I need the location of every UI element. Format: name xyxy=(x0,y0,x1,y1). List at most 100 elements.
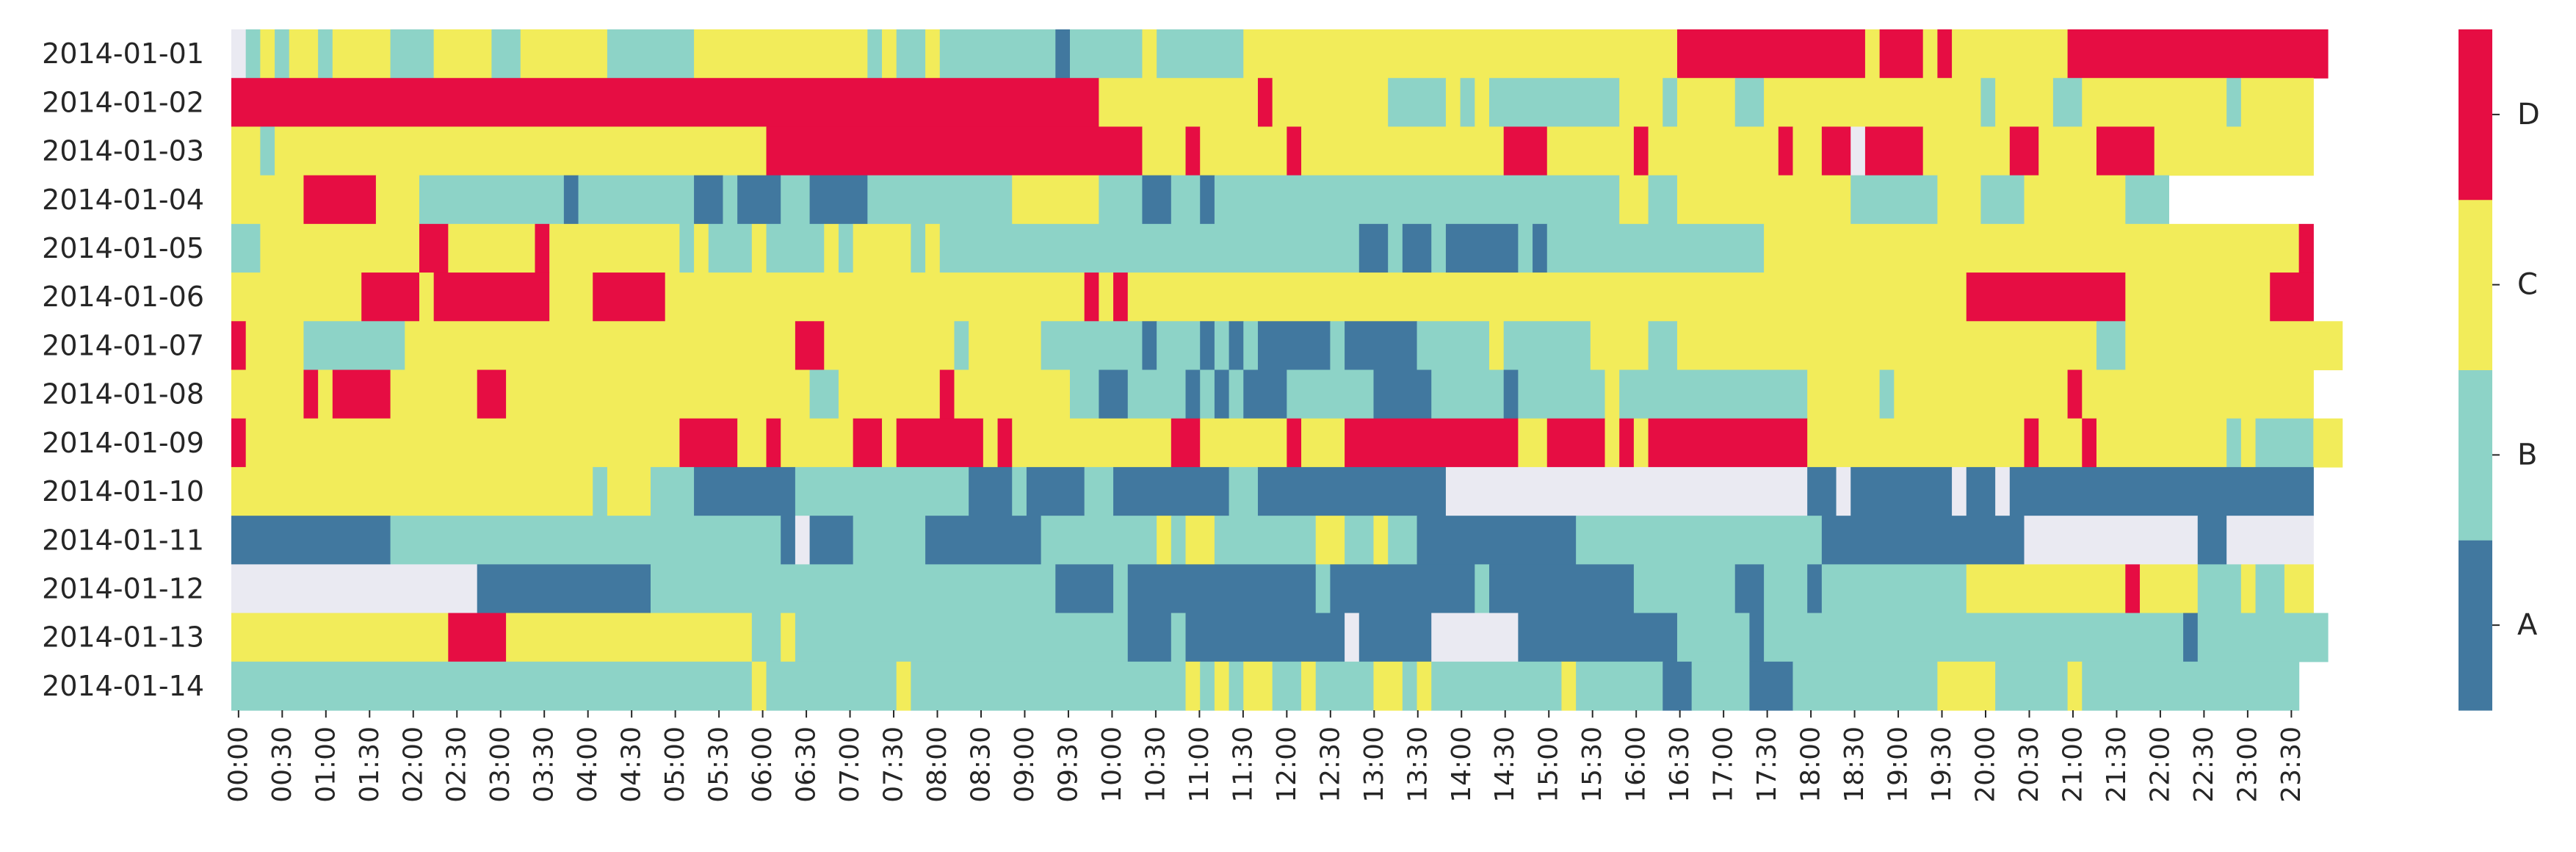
heatmap-cell xyxy=(679,223,695,273)
heatmap-cell xyxy=(1648,418,1808,468)
heatmap-cell xyxy=(2140,564,2199,614)
heatmap-cell xyxy=(1099,78,1259,128)
heatmap-cell xyxy=(303,321,405,371)
heatmap-cell xyxy=(1518,613,1678,663)
heatmap-cell xyxy=(2024,516,2199,565)
heatmap-cell xyxy=(1980,78,1996,128)
x-tick-label: 05:00 xyxy=(660,726,690,803)
y-tick-label: 2014-01-04 xyxy=(42,184,204,216)
heatmap-cell xyxy=(245,321,305,371)
x-tick-label: 03:30 xyxy=(529,726,560,803)
heatmap-cell xyxy=(1503,126,1548,176)
heatmap-cell xyxy=(1807,418,2025,468)
heatmap-cell xyxy=(303,369,319,419)
x-tick-label: 04:30 xyxy=(617,726,647,803)
heatmap-cell xyxy=(1388,78,1447,128)
heatmap-cell xyxy=(1995,466,2011,516)
heatmap-cell xyxy=(882,418,897,468)
heatmap-cell xyxy=(1417,321,1490,371)
x-tick-label: 01:30 xyxy=(355,726,385,803)
heatmap-cell xyxy=(1113,564,1129,614)
heatmap-cell xyxy=(954,321,969,371)
heatmap-cell xyxy=(1619,418,1635,468)
heatmap-cell xyxy=(1807,466,1837,516)
heatmap-cell xyxy=(2125,321,2343,371)
heatmap-cell xyxy=(433,29,493,79)
heatmap-cell xyxy=(1546,126,1635,176)
heatmap-cell xyxy=(1445,223,1519,273)
heatmap-cell xyxy=(1243,321,1259,371)
x-tick-label: 17:30 xyxy=(1752,726,1782,803)
heatmap-cell xyxy=(1026,466,1085,516)
heatmap-cell xyxy=(737,175,781,225)
heatmap-cell xyxy=(1200,126,1287,176)
heatmap-cell xyxy=(1315,564,1331,614)
heatmap-cell xyxy=(954,369,1071,419)
heatmap-cell xyxy=(1431,369,1505,419)
heatmap-cell xyxy=(2125,564,2141,614)
heatmap-cell xyxy=(1084,466,1114,516)
heatmap-cell xyxy=(838,369,941,419)
heatmap-cell xyxy=(838,223,854,273)
x-tick-label: 13:00 xyxy=(1359,726,1389,803)
heatmap-cell xyxy=(2226,516,2314,565)
heatmap-cell xyxy=(1127,564,1317,614)
heatmap-cell xyxy=(809,369,839,419)
y-tick-label: 2014-01-05 xyxy=(42,232,204,264)
x-tick-label: 11:30 xyxy=(1228,726,1258,803)
heatmap-cell xyxy=(1287,369,1375,419)
heatmap-cell xyxy=(1142,126,1187,176)
heatmap-cell xyxy=(1171,613,1187,663)
x-tick-label: 22:30 xyxy=(2189,726,2219,803)
heatmap-cell xyxy=(1445,78,1461,128)
heatmap-cell xyxy=(896,29,926,79)
colorbar-label-c: C xyxy=(2517,268,2538,302)
heatmap-cell xyxy=(1171,418,1201,468)
heatmap-cell xyxy=(1850,126,1866,176)
heatmap-cell xyxy=(1417,516,1577,565)
x-tick-label: 09:30 xyxy=(1053,726,1083,803)
x-axis-labels: 00:00 00:30 01:00 01:30 02:00 02:30 03:00 03:30… xyxy=(223,726,2307,803)
x-tick-label: 18:00 xyxy=(1796,726,1826,803)
heatmap-cell xyxy=(1619,175,1649,225)
heatmap-cell xyxy=(781,516,796,565)
heatmap-cell xyxy=(766,418,781,468)
heatmap-cell xyxy=(2082,78,2227,128)
heatmap-cell xyxy=(1764,223,2300,273)
heatmap-cell xyxy=(651,564,1056,614)
heatmap-cell xyxy=(1127,272,1967,322)
heatmap-cell xyxy=(1084,272,1099,322)
heatmap-cell xyxy=(1315,661,1375,711)
heatmap-cell xyxy=(1633,564,1736,614)
heatmap-cell xyxy=(766,661,897,711)
heatmap-cell xyxy=(723,175,738,225)
heatmap-cell xyxy=(332,29,391,79)
heatmap-cell xyxy=(751,223,767,273)
heatmap-cell xyxy=(679,418,738,468)
heatmap-cell xyxy=(1113,466,1230,516)
heatmap-cell xyxy=(1503,369,1519,419)
x-tick-label: 01:00 xyxy=(311,726,341,803)
x-tick-label: 12:30 xyxy=(1315,726,1345,803)
heatmap-cell xyxy=(390,516,781,565)
heatmap-cell xyxy=(1864,29,1881,79)
heatmap-cell xyxy=(1764,564,1808,614)
heatmap-cell xyxy=(1691,661,1751,711)
heatmap-cell xyxy=(1229,661,1244,711)
x-tick-label: 18:30 xyxy=(1839,726,1870,803)
heatmap-cell xyxy=(549,272,593,322)
heatmap-cell xyxy=(275,29,290,79)
heatmap-cell xyxy=(2096,418,2227,468)
heatmap-cell xyxy=(1272,661,1302,711)
colorbar-segment-a xyxy=(2459,540,2492,711)
x-tick-label: 19:30 xyxy=(1927,726,1957,803)
heatmap-cell xyxy=(2240,78,2314,128)
heatmap-cell xyxy=(231,126,261,176)
heatmap-cell xyxy=(1590,321,1649,371)
heatmap-cell xyxy=(231,516,391,565)
heatmap-cell xyxy=(1648,321,1678,371)
heatmap-cell xyxy=(694,29,868,79)
heatmap-cell xyxy=(1676,175,1851,225)
colorbar-label-a: A xyxy=(2517,608,2538,642)
y-tick-label: 2014-01-06 xyxy=(42,281,204,313)
